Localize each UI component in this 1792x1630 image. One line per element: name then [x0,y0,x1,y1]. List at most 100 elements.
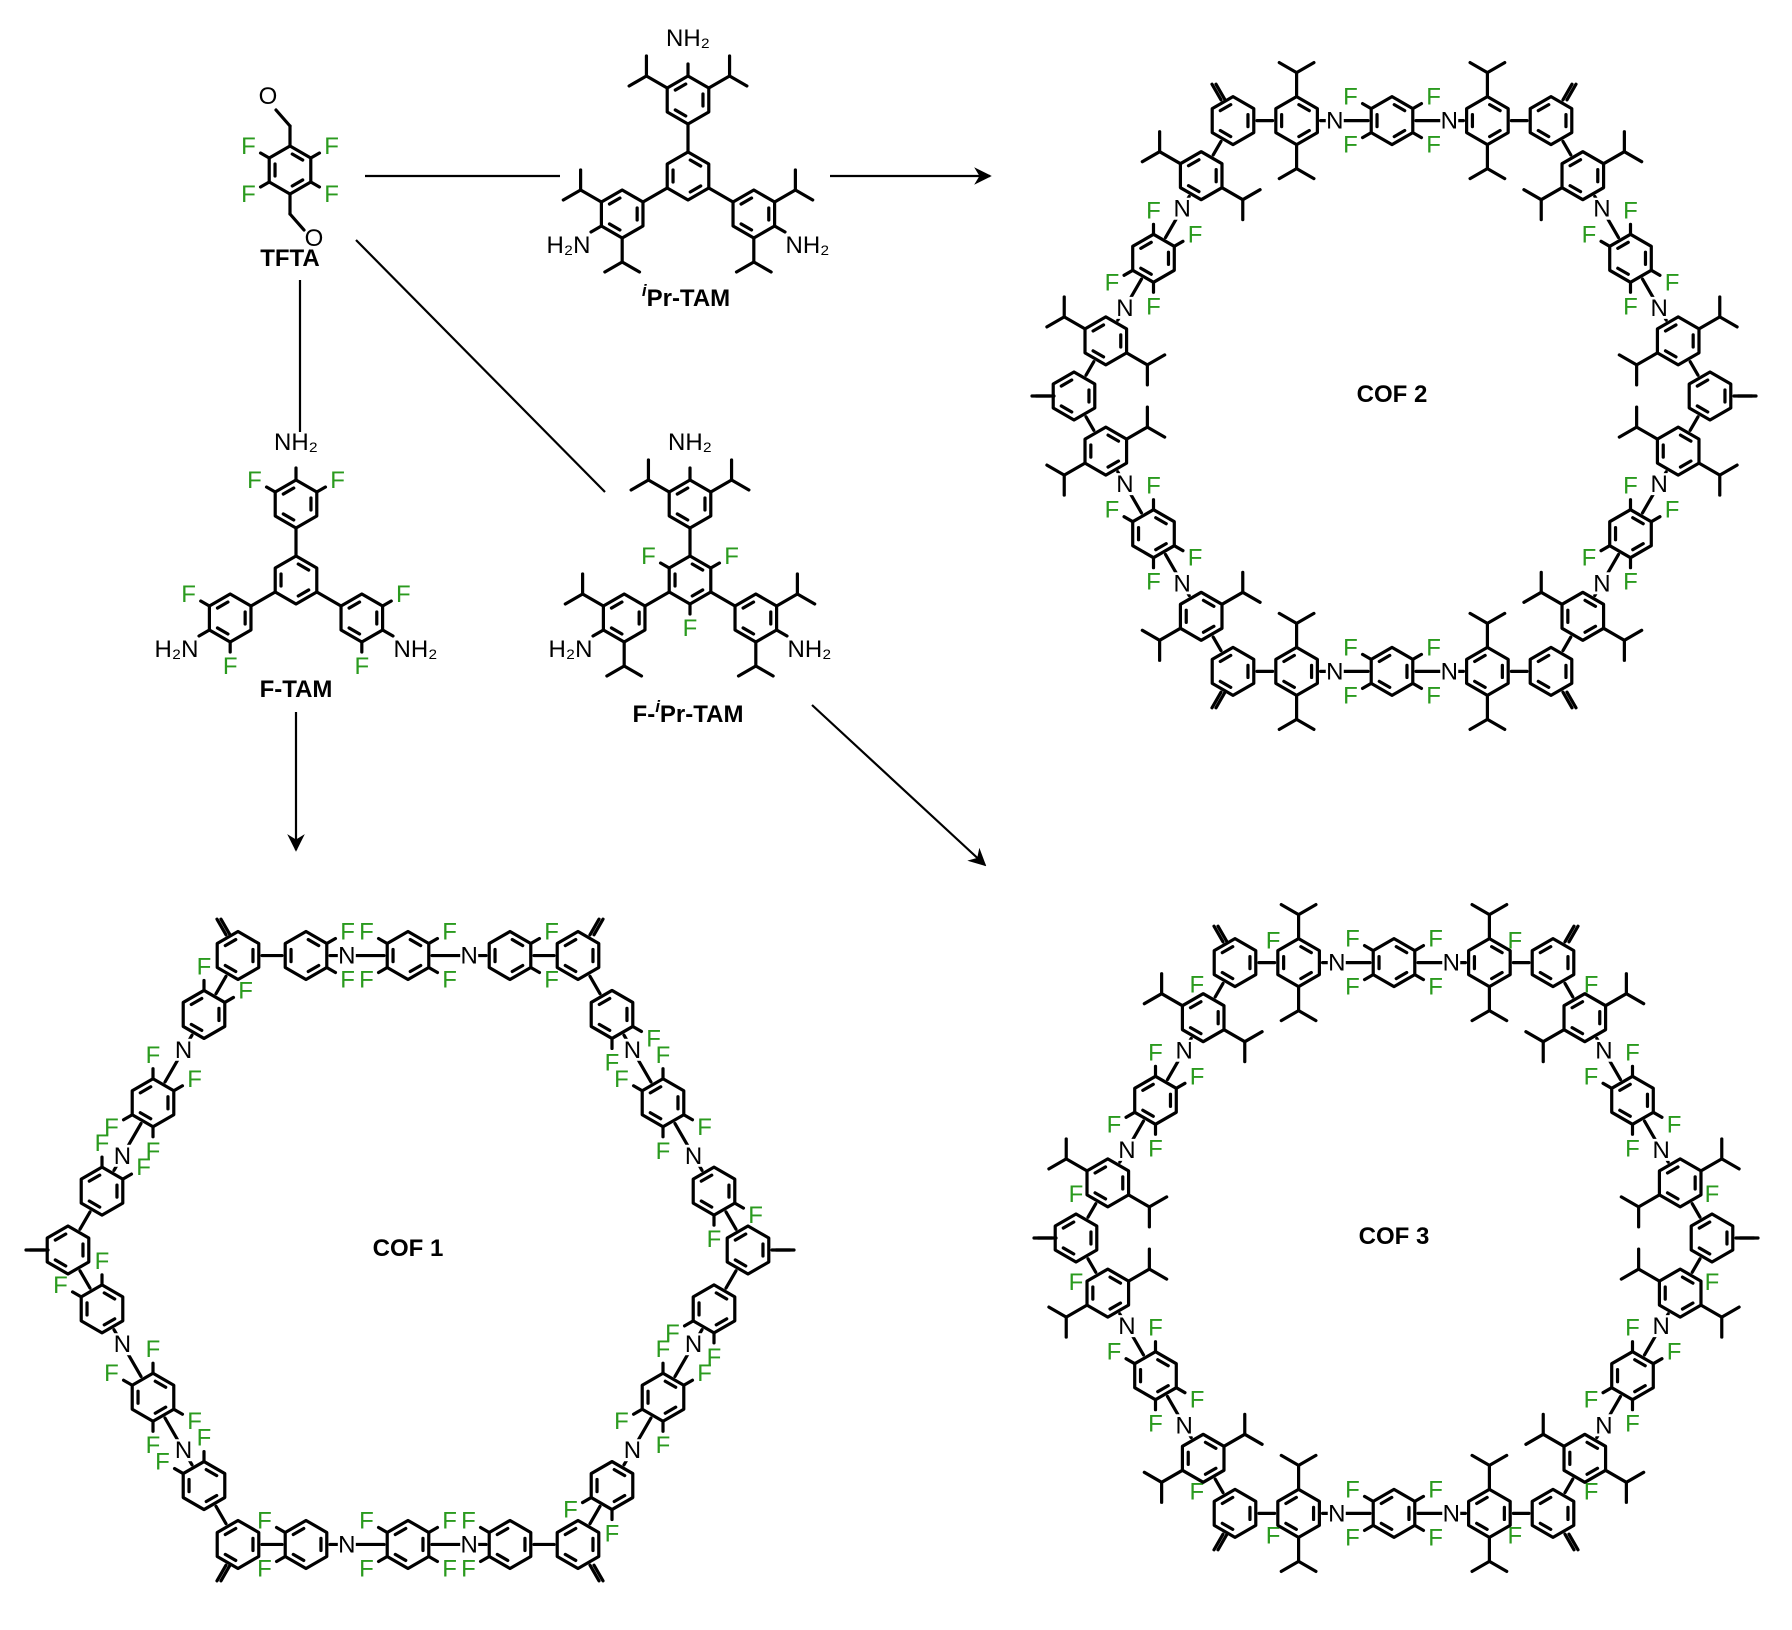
fluorine-atom: F [1428,974,1443,1001]
isopropyl-bond [1279,903,1301,917]
isopropyl-bond [1487,1009,1509,1023]
isopropyl-bond [1485,611,1507,625]
biaryl-bond [643,590,671,608]
c-f-bond [1122,268,1135,277]
fluorine-atom: F [359,1555,374,1582]
double-bond [153,1379,168,1389]
fluorine-atom: F [155,1449,170,1476]
isopropyl-bond [1539,186,1564,202]
atom-mask [337,1533,356,1556]
benzene-ring [555,929,601,982]
nitrogen-atom: N [1118,1137,1135,1164]
isopropyl-bond [579,188,603,204]
fluorine-atom: F [442,1555,457,1582]
nitrogen-atom: N [1443,1500,1460,1527]
isopropyl-bond [1487,1559,1509,1573]
atom-mask [1117,1138,1136,1161]
atom-mask [1650,473,1669,496]
fluorine-atom: F [1343,84,1358,111]
c-f-bond [1411,652,1424,661]
fluorine-atom: F [683,615,698,642]
fluorine-atom: F [1584,1063,1599,1090]
isopropyl-bond [1601,150,1626,166]
double-bond [1633,1384,1647,1394]
isopropyl-bond [629,478,651,492]
fluorine-atom: F [1584,1387,1599,1414]
fluorine-atom: F [1428,926,1443,953]
nitrogen-atom: H₂N [546,232,590,259]
linker-bond [1084,360,1096,377]
nitrogen-atom: N [1595,1412,1612,1439]
double-bond [733,1258,748,1268]
isopropyl-bond [709,478,734,494]
fluorine-atom: F [241,133,256,160]
isopropyl-bond [1047,1157,1068,1171]
fluorine-atom: F [146,1336,161,1363]
isopropyl-bond [1147,1195,1169,1209]
nitrogen-atom: N [338,943,355,970]
double-bond [1678,459,1693,469]
nitrogen-atom: N [1652,1137,1669,1164]
isopropyl-bond [1487,903,1509,917]
c-f-bond [478,1554,491,1564]
double-bond [291,1526,306,1537]
c-f-bond [1362,944,1375,953]
double-bond [1680,1301,1695,1311]
c-f-bond [1651,1110,1664,1119]
benzene-ring [273,554,319,606]
double-bond [1186,158,1201,168]
fluorine-atom: F [238,977,253,1004]
double-bond [1536,103,1551,113]
node-extension-bond [219,1563,232,1583]
node-extension-bond [1563,1532,1576,1552]
isopropyl-bond [1145,425,1167,439]
isopropyl-bond [1160,1468,1185,1484]
double-bond [1695,404,1710,414]
isopropyl-bond [1697,461,1722,477]
double-bond [53,1232,68,1242]
c-n-bond [197,628,211,638]
double-bond [1061,1220,1076,1230]
fluorine-atom: F [1625,1315,1640,1342]
double-bond [347,600,362,610]
atom-mask [623,1038,642,1061]
fluorine-atom: F [1266,1522,1281,1549]
atom-mask [1594,1414,1613,1437]
fluorine-atom: F [656,1432,671,1459]
atom-mask [1440,660,1459,683]
double-bond [1106,433,1121,443]
double-bond [1392,128,1407,139]
double-bond [1188,1000,1203,1010]
c-f-bond [376,1554,389,1564]
double-bond [281,486,296,496]
isopropyl-bond [1296,1009,1318,1023]
benzene-ring [1053,1212,1099,1264]
double-bond [408,963,423,974]
fluorine-atom: F [1069,1181,1084,1208]
c-f-bond [258,151,271,160]
nitrogen-atom: NH₂ [786,232,830,259]
isopropyl-bond [1140,150,1162,164]
tfta-to-f-ipr-tam-line [355,239,606,493]
double-bond [223,937,238,948]
isopropyl-bond [646,478,671,494]
fluorine-atom: F [1105,497,1120,524]
c-f-bond [376,965,389,975]
linker-bond [78,1269,92,1290]
nitrogen-atom: N [1650,471,1667,498]
fluorine-atom: F [136,1154,151,1181]
ipr-tam-label-rest: Pr-TAM [647,285,731,312]
f-tam-label: F-TAM [260,676,333,703]
fluorine-atom: F [354,653,369,680]
c-f-bond [258,180,271,189]
double-bond [714,1291,729,1301]
isopropyl-bond [581,592,605,608]
biaryl-bond [249,590,277,608]
fluorine-atom: F [1582,221,1597,248]
benzene-ring [1051,370,1097,422]
fluorine-atom: F [257,1555,272,1582]
fluorine-atom: F [1426,634,1441,661]
double-bond [1106,459,1121,469]
